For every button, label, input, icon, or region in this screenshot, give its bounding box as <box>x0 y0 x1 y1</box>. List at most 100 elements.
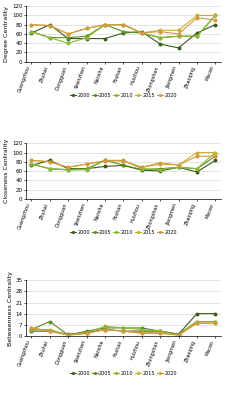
2015 <box>159 331 162 336</box>
2005 <box>122 29 125 34</box>
2010 <box>85 330 88 335</box>
2005 <box>214 319 217 324</box>
2015 <box>67 333 70 338</box>
2010 <box>67 333 70 338</box>
2005 <box>48 166 51 171</box>
2005 <box>177 165 180 170</box>
2010 <box>214 13 217 18</box>
2010 <box>177 333 180 338</box>
2015 <box>159 28 162 33</box>
2000 <box>85 36 88 41</box>
2005 <box>48 319 51 324</box>
2005 <box>30 29 33 34</box>
2020 <box>30 22 33 27</box>
2005 <box>140 326 143 330</box>
2000 <box>140 168 143 172</box>
2005 <box>214 154 217 159</box>
2010 <box>48 35 51 40</box>
2010 <box>30 29 33 34</box>
2000 <box>196 31 198 36</box>
2015 <box>214 150 217 155</box>
2005 <box>140 167 143 172</box>
2000 <box>140 29 143 34</box>
2010 <box>122 22 125 27</box>
2005 <box>104 326 106 330</box>
Line: 2000: 2000 <box>30 24 217 49</box>
2005 <box>196 166 198 171</box>
2010 <box>104 324 106 329</box>
2000 <box>85 166 88 171</box>
2010 <box>159 167 162 172</box>
2010 <box>159 35 162 40</box>
2005 <box>122 326 125 330</box>
2015 <box>30 158 33 163</box>
2020 <box>67 333 70 338</box>
2000 <box>48 158 51 163</box>
2010 <box>85 167 88 172</box>
2010 <box>196 319 198 324</box>
2015 <box>48 329 51 334</box>
2020 <box>140 31 143 36</box>
2000 <box>159 169 162 174</box>
2020 <box>85 26 88 31</box>
2010 <box>67 168 70 172</box>
2005 <box>67 167 70 172</box>
Line: 2015: 2015 <box>30 322 217 336</box>
2000 <box>30 329 33 334</box>
2000 <box>159 42 162 46</box>
2005 <box>30 327 33 332</box>
2015 <box>85 26 88 31</box>
2015 <box>104 22 106 27</box>
2020 <box>85 162 88 166</box>
2010 <box>140 31 143 36</box>
2010 <box>48 327 51 332</box>
2005 <box>85 329 88 334</box>
Line: 2005: 2005 <box>30 320 217 336</box>
Line: 2005: 2005 <box>30 155 217 171</box>
2005 <box>48 35 51 40</box>
2015 <box>122 22 125 27</box>
2020 <box>140 330 143 335</box>
2010 <box>159 329 162 334</box>
2000 <box>196 170 198 174</box>
2015 <box>48 159 51 164</box>
2020 <box>214 18 217 22</box>
2010 <box>48 166 51 171</box>
2010 <box>122 158 125 163</box>
2015 <box>85 331 88 336</box>
2020 <box>122 22 125 27</box>
2000 <box>48 22 51 27</box>
2000 <box>214 311 217 316</box>
Line: 2010: 2010 <box>30 151 217 171</box>
2020 <box>48 159 51 164</box>
2020 <box>67 32 70 36</box>
2020 <box>177 333 180 338</box>
Line: 2005: 2005 <box>30 14 217 39</box>
2005 <box>159 329 162 334</box>
Legend: 2000, 2005, 2010, 2015, 2020: 2000, 2005, 2010, 2015, 2020 <box>70 370 177 376</box>
2005 <box>67 333 70 338</box>
2010 <box>85 35 88 40</box>
2020 <box>177 32 180 36</box>
2015 <box>140 165 143 170</box>
2020 <box>122 158 125 163</box>
2000 <box>177 332 180 337</box>
2005 <box>159 166 162 171</box>
2010 <box>214 150 217 155</box>
2005 <box>196 34 198 39</box>
2020 <box>30 158 33 163</box>
2015 <box>122 329 125 334</box>
2020 <box>48 329 51 334</box>
2015 <box>48 23 51 28</box>
2005 <box>177 34 180 39</box>
2010 <box>67 41 70 46</box>
2010 <box>30 162 33 166</box>
2020 <box>140 165 143 170</box>
2000 <box>67 166 70 171</box>
2005 <box>104 22 106 27</box>
2020 <box>214 321 217 326</box>
2020 <box>48 23 51 28</box>
2020 <box>177 162 180 167</box>
2005 <box>85 34 88 39</box>
Line: 2020: 2020 <box>30 16 217 35</box>
